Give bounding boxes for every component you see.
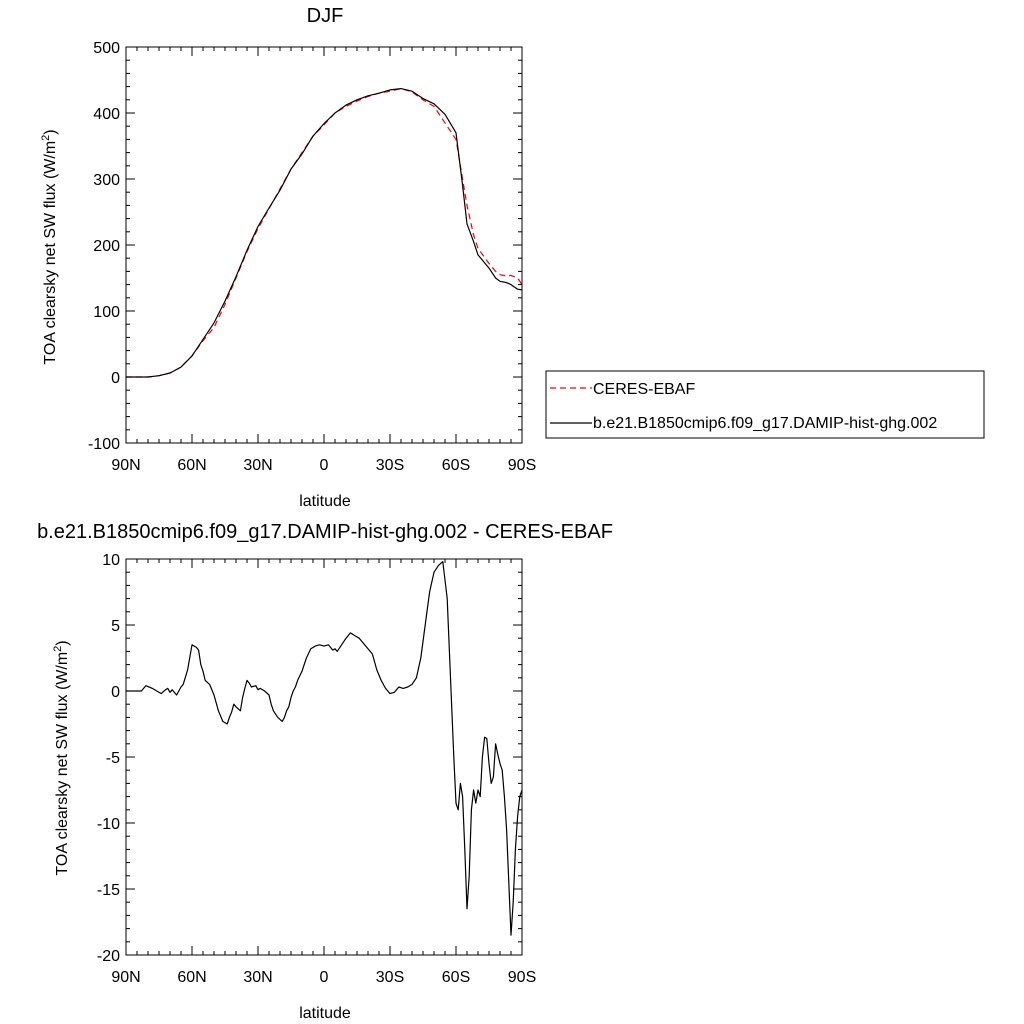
- x-tick-label: 30S: [376, 969, 404, 986]
- axis-ticks: 90N 60N 30N 0 30S 60S 90S -100 0 100 200 300 400 500: [88, 40, 536, 474]
- y-tick-label: 300: [93, 172, 120, 189]
- legend: CERES-EBAF b.e21.B1850cmip6.f09_g17.DAMI…: [545, 370, 985, 439]
- legend-label-ceres: CERES-EBAF: [593, 381, 695, 398]
- plot-frame: [125, 46, 523, 444]
- x-tick-label: 30N: [243, 969, 272, 986]
- series-line-0: [126, 87, 523, 378]
- x-axis-label: latitude: [299, 1005, 351, 1022]
- x-tick-label: 0: [320, 969, 329, 986]
- legend-box: [545, 370, 985, 439]
- y-tick-label: -20: [97, 948, 120, 965]
- y-tick-label: 5: [111, 618, 120, 635]
- y-tick-label: 400: [93, 106, 120, 123]
- chart-title: b.e21.B1850cmip6.f09_g17.DAMIP-hist-ghg.…: [37, 521, 613, 543]
- y-tick-label: 100: [93, 304, 120, 321]
- y-tick-label: 0: [111, 370, 120, 387]
- panel-bottom-difference: b.e21.B1850cmip6.f09_g17.DAMIP-hist-ghg.…: [37, 521, 613, 1022]
- y-tick-label: 500: [93, 40, 120, 57]
- series-lines: [126, 560, 523, 936]
- x-tick-label: 60N: [177, 457, 206, 474]
- x-tick-label: 60S: [442, 457, 470, 474]
- series-lines: [126, 87, 523, 378]
- x-tick-label: 0: [320, 457, 329, 474]
- plot-frame: [125, 558, 523, 956]
- y-axis-label: TOA clearsky net SW flux (W/m2): [52, 640, 71, 875]
- y-tick-label: 0: [111, 684, 120, 701]
- y-axis-label: TOA clearsky net SW flux (W/m2): [40, 129, 59, 364]
- series-line-1: [126, 87, 523, 378]
- axis-ticks: 90N 60N 30N 0 30S 60S 90S -20 -15 -10 -5 0 5 10: [97, 552, 536, 986]
- x-tick-label: 60S: [442, 969, 470, 986]
- series-line-0: [126, 560, 523, 936]
- x-tick-label: 30N: [243, 457, 272, 474]
- chart-title: DJF: [307, 5, 344, 27]
- x-tick-label: 90N: [111, 457, 140, 474]
- y-tick-label: -100: [88, 436, 120, 453]
- y-tick-label: 200: [93, 238, 120, 255]
- panel-top-latitude-profile: DJF TOA clearsky net SW flux (W/m2) lati…: [40, 5, 536, 510]
- y-tick-label: -10: [97, 816, 120, 833]
- y-tick-label: -5: [106, 750, 120, 767]
- x-tick-label: 60N: [177, 969, 206, 986]
- x-tick-label: 90S: [508, 969, 536, 986]
- x-tick-label: 90N: [111, 969, 140, 986]
- legend-label-model: b.e21.B1850cmip6.f09_g17.DAMIP-hist-ghg.…: [593, 415, 937, 432]
- y-tick-label: 10: [102, 552, 120, 569]
- y-tick-label: -15: [97, 882, 120, 899]
- x-tick-label: 30S: [376, 457, 404, 474]
- x-axis-label: latitude: [299, 493, 351, 510]
- x-tick-label: 90S: [508, 457, 536, 474]
